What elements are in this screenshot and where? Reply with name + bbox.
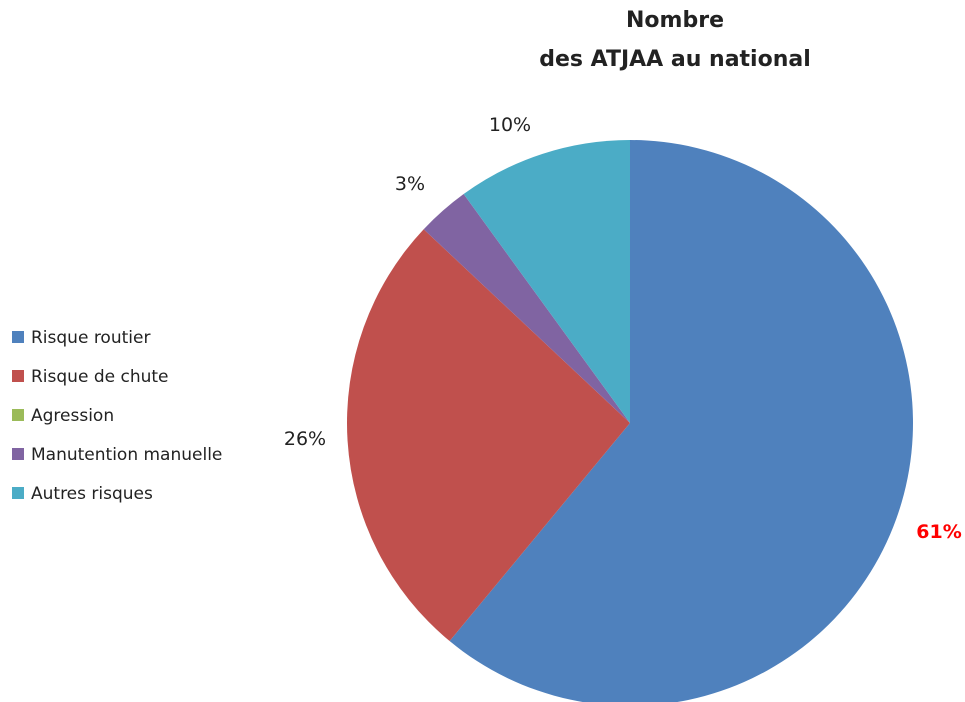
pie-slice-autres-risques xyxy=(463,140,630,423)
chart-legend: Risque routier Risque de chute Agression Ma… xyxy=(12,328,222,504)
legend-item-risque-de-chute: Risque de chute xyxy=(12,367,169,387)
legend-item-autres-risques: Autres risques xyxy=(12,484,153,504)
data-label-risque-de-chute: 26% xyxy=(284,428,326,450)
legend-label: Agression xyxy=(31,406,114,426)
pie-slice-risque-de-chute xyxy=(347,229,630,642)
legend-swatch xyxy=(12,370,24,382)
legend-item-risque-routier: Risque routier xyxy=(12,328,150,348)
legend-label: Risque routier xyxy=(31,328,150,348)
data-label-manutention-manuelle: 3% xyxy=(395,173,425,195)
legend-item-manutention-manuelle: Manutention manuelle xyxy=(12,445,222,465)
chart-title-line-1: Nombre xyxy=(626,8,724,33)
pie-slice-manutention-manuelle xyxy=(423,194,630,423)
legend-swatch xyxy=(12,331,24,343)
data-label-autres-risques: 10% xyxy=(489,114,531,136)
legend-swatch xyxy=(12,487,24,499)
pie-slice-risque-routier xyxy=(449,140,913,702)
legend-label: Risque de chute xyxy=(31,367,169,387)
legend-item-agression: Agression xyxy=(12,406,114,426)
legend-label: Manutention manuelle xyxy=(31,445,222,465)
pie-data-labels: 61% 26% 3% 10% xyxy=(284,114,962,543)
legend-swatch xyxy=(12,448,24,460)
legend-label: Autres risques xyxy=(31,484,153,504)
data-label-risque-routier: 61% xyxy=(916,521,961,543)
pie-slices xyxy=(347,140,913,702)
chart-title: Nombre des ATJAA au national xyxy=(539,8,811,72)
legend-swatch xyxy=(12,409,24,421)
chart-title-line-2: des ATJAA au national xyxy=(539,47,811,72)
